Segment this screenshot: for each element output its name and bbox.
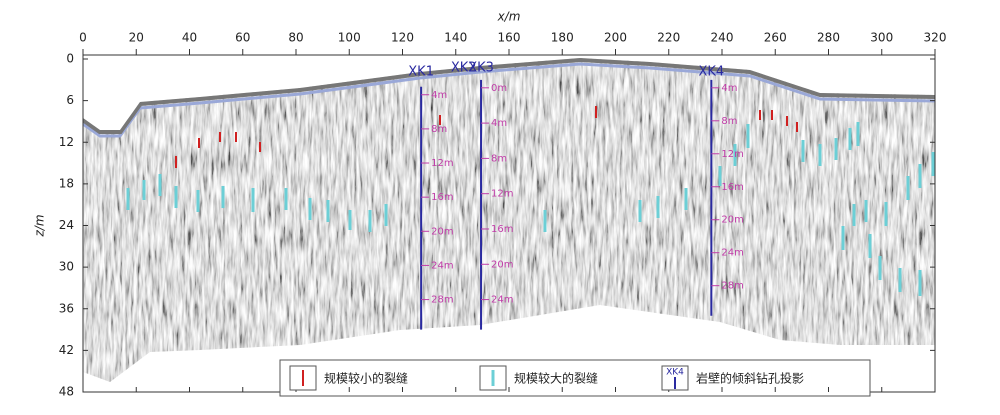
legend-label: 岩壁的倾斜钻孔投影	[696, 371, 804, 386]
legend-label: 规模较小的裂缝	[324, 371, 408, 386]
depth-label: 28m	[431, 295, 453, 306]
depth-label: 12m	[431, 158, 453, 169]
y-tick-label: 30	[59, 260, 74, 274]
x-tick-label: 0	[79, 31, 87, 45]
legend	[279, 359, 871, 397]
legend-box	[279, 359, 871, 397]
x-tick-label: 40	[182, 31, 197, 45]
x-tick-label: 220	[657, 31, 680, 45]
radar-profile	[83, 58, 935, 382]
legend-icon-label: XK4	[666, 368, 684, 378]
depth-label: 4m	[491, 118, 507, 129]
x-tick-label: 180	[551, 31, 574, 45]
y-tick-label: 24	[59, 218, 74, 232]
depth-label: 12m	[721, 149, 743, 160]
y-tick-label: 6	[66, 93, 74, 107]
depth-label: 16m	[431, 192, 453, 203]
depth-label: 4m	[431, 90, 447, 101]
y-tick-label: 18	[59, 176, 74, 190]
depth-label: 24m	[721, 248, 743, 259]
borehole-label: XK4	[698, 65, 724, 80]
depth-label: 0m	[491, 83, 507, 94]
depth-label: 20m	[721, 215, 743, 226]
depth-label: 20m	[491, 259, 513, 270]
x-tick-label: 100	[338, 31, 361, 45]
depth-label: 16m	[491, 224, 513, 235]
legend-label: 规模较大的裂缝	[514, 371, 598, 386]
depth-label: 8m	[721, 116, 737, 127]
x-tick-label: 280	[817, 31, 840, 45]
depth-label: 24m	[431, 260, 453, 271]
x-tick-label: 300	[870, 31, 893, 45]
depth-label: 8m	[431, 124, 447, 135]
y-axis-label: z/m	[33, 214, 47, 237]
x-axis-label: x/m	[497, 10, 521, 24]
y-tick-label: 36	[59, 301, 74, 315]
x-tick-label: 160	[498, 31, 521, 45]
y-tick-label: 48	[59, 385, 74, 399]
x-tick-label: 240	[711, 31, 734, 45]
depth-label: 4m	[721, 83, 737, 94]
x-tick-label: 20	[129, 31, 144, 45]
depth-label: 16m	[721, 182, 743, 193]
x-tick-label: 60	[235, 31, 250, 45]
borehole-label: XK2	[451, 61, 477, 76]
x-tick-label: 140	[444, 31, 467, 45]
borehole-label: XK1	[408, 65, 434, 80]
x-tick-label: 200	[604, 31, 627, 45]
depth-label: 12m	[491, 189, 513, 200]
depth-label: 20m	[431, 226, 453, 237]
x-tick-label: 120	[391, 31, 414, 45]
y-tick-label: 42	[59, 343, 74, 357]
x-tick-label: 80	[288, 31, 303, 45]
depth-label: 28m	[721, 281, 743, 292]
depth-label: 8m	[491, 153, 507, 164]
borehole-label: XK3	[468, 61, 494, 76]
fractures	[126, 106, 935, 296]
y-tick-label: 12	[59, 135, 74, 149]
x-tick-label: 320	[924, 31, 947, 45]
y-tick-label: 0	[66, 52, 74, 66]
depth-label: 24m	[491, 295, 513, 306]
x-tick-label: 260	[764, 31, 787, 45]
